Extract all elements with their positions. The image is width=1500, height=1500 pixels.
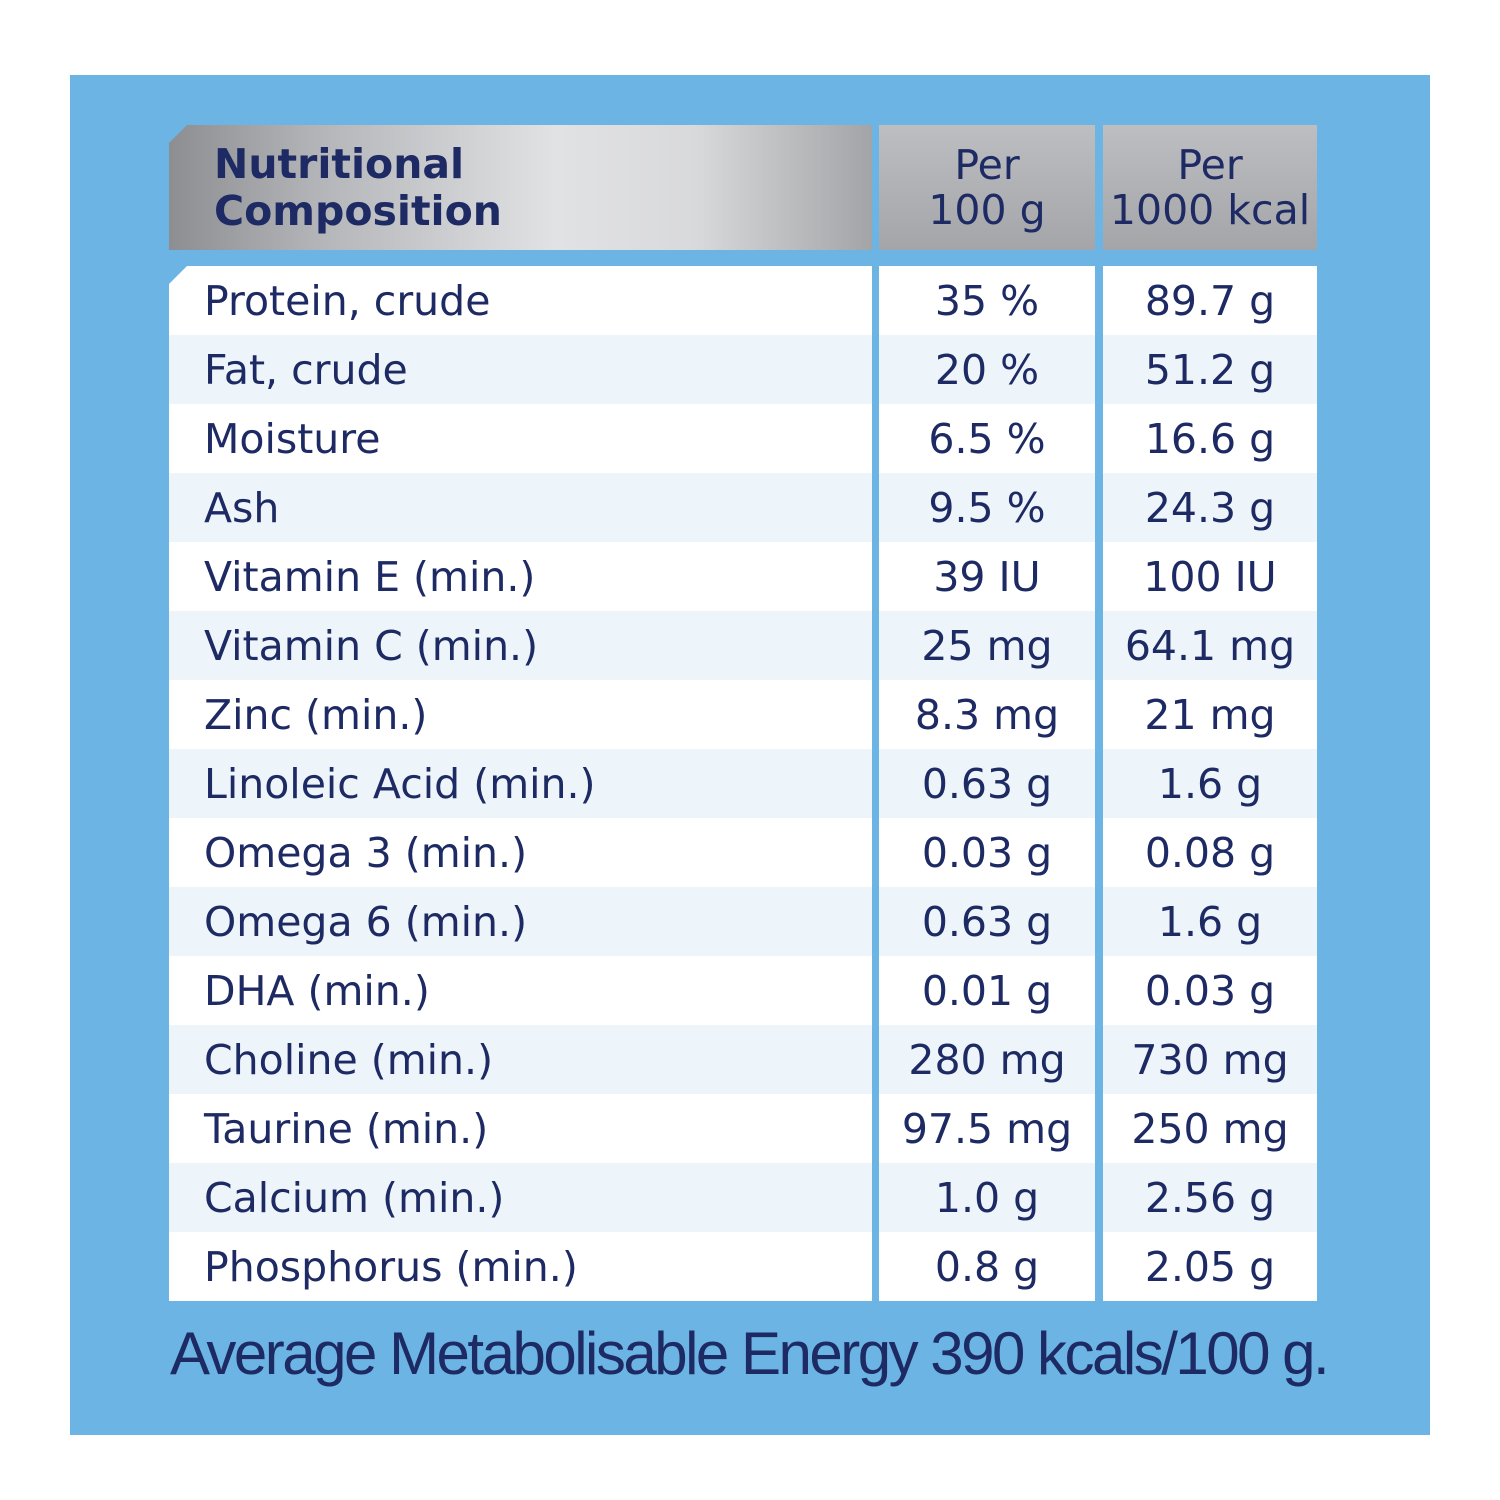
table-row: Linoleic Acid (min.) 0.63 g 1.6 g <box>169 749 1317 818</box>
value-per-1000kcal: 1.6 g <box>1103 887 1317 956</box>
table-row: Moisture 6.5 % 16.6 g <box>169 404 1317 473</box>
table-row: Omega 6 (min.) 0.63 g 1.6 g <box>169 887 1317 956</box>
nutrient-name: Taurine (min.) <box>169 1094 872 1163</box>
table-row: Vitamin C (min.) 25 mg 64.1 mg <box>169 611 1317 680</box>
value-per-1000kcal: 730 mg <box>1103 1025 1317 1094</box>
nutrient-name: Linoleic Acid (min.) <box>169 749 872 818</box>
table-row: Protein, crude 35 % 89.7 g <box>169 266 1317 335</box>
value-per-1000kcal: 2.56 g <box>1103 1163 1317 1232</box>
value-per-100g: 9.5 % <box>879 473 1095 542</box>
value-per-1000kcal: 24.3 g <box>1103 473 1317 542</box>
value-per-100g: 0.03 g <box>879 818 1095 887</box>
value-per-1000kcal: 0.08 g <box>1103 818 1317 887</box>
nutrient-name: Vitamin E (min.) <box>169 542 872 611</box>
nutrient-name: Calcium (min.) <box>169 1163 872 1232</box>
value-per-100g: 0.01 g <box>879 956 1095 1025</box>
table-row: Fat, crude 20 % 51.2 g <box>169 335 1317 404</box>
table-row: Phosphorus (min.) 0.8 g 2.05 g <box>169 1232 1317 1301</box>
header-col2-line2: 1000 kcal <box>1109 185 1311 234</box>
value-per-100g: 25 mg <box>879 611 1095 680</box>
nutrient-name: Omega 6 (min.) <box>169 887 872 956</box>
nutrient-name: Omega 3 (min.) <box>169 818 872 887</box>
value-per-100g: 0.8 g <box>879 1232 1095 1301</box>
table-row: Calcium (min.) 1.0 g 2.56 g <box>169 1163 1317 1232</box>
value-per-100g: 20 % <box>879 335 1095 404</box>
table-row: Vitamin E (min.) 39 IU 100 IU <box>169 542 1317 611</box>
value-per-1000kcal: 100 IU <box>1103 542 1317 611</box>
table-row: Omega 3 (min.) 0.03 g 0.08 g <box>169 818 1317 887</box>
energy-note: Average Metabolisable Energy 390 kcals/1… <box>170 1320 1330 1387</box>
nutrient-name: Phosphorus (min.) <box>169 1232 872 1301</box>
value-per-1000kcal: 16.6 g <box>1103 404 1317 473</box>
value-per-100g: 0.63 g <box>879 749 1095 818</box>
table-row: DHA (min.) 0.01 g 0.03 g <box>169 956 1317 1025</box>
value-per-1000kcal: 64.1 mg <box>1103 611 1317 680</box>
value-per-100g: 35 % <box>879 266 1095 335</box>
value-per-1000kcal: 0.03 g <box>1103 956 1317 1025</box>
value-per-100g: 8.3 mg <box>879 680 1095 749</box>
header-per-1000kcal: Per 1000 kcal <box>1103 125 1317 250</box>
header-col2-line1: Per <box>1177 140 1243 189</box>
header-per-100g: Per 100 g <box>879 125 1095 250</box>
value-per-100g: 280 mg <box>879 1025 1095 1094</box>
value-per-1000kcal: 89.7 g <box>1103 266 1317 335</box>
value-per-100g: 97.5 mg <box>879 1094 1095 1163</box>
header-col1-line1: Per <box>954 140 1020 189</box>
table-row: Ash 9.5 % 24.3 g <box>169 473 1317 542</box>
nutrient-name: Ash <box>169 473 872 542</box>
nutrient-name: Choline (min.) <box>169 1025 872 1094</box>
value-per-100g: 0.63 g <box>879 887 1095 956</box>
nutrient-name: Protein, crude <box>169 266 872 335</box>
value-per-1000kcal: 51.2 g <box>1103 335 1317 404</box>
value-per-1000kcal: 21 mg <box>1103 680 1317 749</box>
table-row: Zinc (min.) 8.3 mg 21 mg <box>169 680 1317 749</box>
value-per-1000kcal: 250 mg <box>1103 1094 1317 1163</box>
value-per-100g: 1.0 g <box>879 1163 1095 1232</box>
header-title-line1: Nutritional <box>214 139 465 188</box>
header-title: Nutritional Composition <box>169 125 872 250</box>
nutrient-name: Fat, crude <box>169 335 872 404</box>
value-per-100g: 39 IU <box>879 542 1095 611</box>
nutrient-name: Zinc (min.) <box>169 680 872 749</box>
nutrient-name: DHA (min.) <box>169 956 872 1025</box>
value-per-100g: 6.5 % <box>879 404 1095 473</box>
table-row: Choline (min.) 280 mg 730 mg <box>169 1025 1317 1094</box>
nutrient-name: Moisture <box>169 404 872 473</box>
nutrient-name: Vitamin C (min.) <box>169 611 872 680</box>
value-per-1000kcal: 2.05 g <box>1103 1232 1317 1301</box>
header-title-line2: Composition <box>214 186 502 235</box>
nutrition-table: Protein, crude 35 % 89.7 g Fat, crude 20 % 51… <box>169 266 1317 1301</box>
table-row: Taurine (min.) 97.5 mg 250 mg <box>169 1094 1317 1163</box>
value-per-1000kcal: 1.6 g <box>1103 749 1317 818</box>
header-col1-line2: 100 g <box>928 185 1046 234</box>
